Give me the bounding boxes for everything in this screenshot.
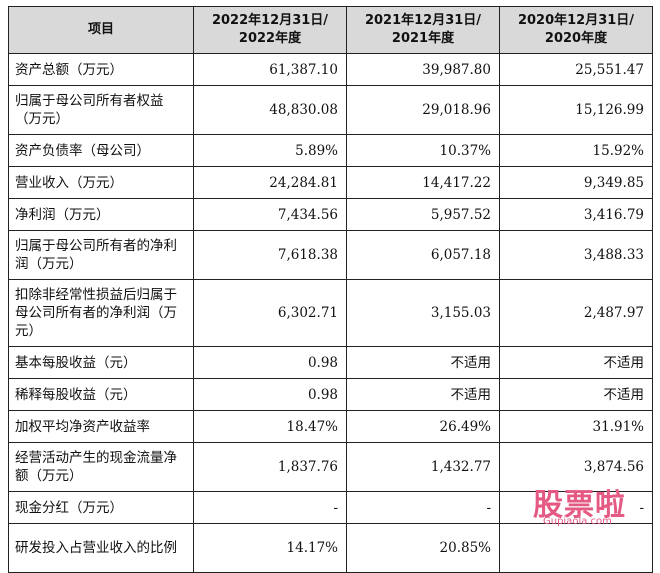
header-2020: 2020年12月31日/ 2020年度 [499, 6, 653, 54]
value-2020: 3,488.33 [499, 230, 653, 280]
value-2021: 不适用 [346, 378, 500, 411]
header-row: 项目 2022年12月31日/ 2022年度 2021年12月31日/ 2021… [8, 6, 653, 54]
value-2022: 18.47% [193, 410, 347, 443]
row-label: 现金分红（万元） [8, 491, 194, 524]
value-2021: 1,432.77 [346, 442, 500, 492]
row-label: 研发投入占营业收入的比例 [8, 523, 194, 573]
value-2020: 2,487.97 [499, 279, 653, 347]
value-2022: 24,284.81 [193, 166, 347, 199]
table-row: 现金分红（万元） - - - [8, 491, 653, 524]
value-2021: 5,957.52 [346, 198, 500, 231]
watermark: 股票啦 Gupiaola.com [533, 480, 657, 534]
row-label: 归属于母公司所有者权益（万元） [8, 85, 194, 135]
row-label: 资产总额（万元） [8, 53, 194, 86]
table-row: 资产负债率（母公司） 5.89% 10.37% 15.92% [8, 134, 653, 167]
table-row: 净利润（万元） 7,434.56 5,957.52 3,416.79 [8, 198, 653, 231]
value-2022: 14.17% [193, 523, 347, 573]
table-row: 经营活动产生的现金流量净额（万元） 1,837.76 1,432.77 3,87… [8, 442, 653, 492]
table-row: 归属于母公司所有者权益（万元） 48,830.08 29,018.96 15,1… [8, 85, 653, 135]
row-label: 归属于母公司所有者的净利润（万元） [8, 230, 194, 280]
value-2020: 15.92% [499, 134, 653, 167]
value-2020: 3,874.56 [499, 442, 653, 492]
table-row: 资产总额（万元） 61,387.10 39,987.80 25,551.47 [8, 53, 653, 86]
value-2021: 3,155.03 [346, 279, 500, 347]
value-2021: 10.37% [346, 134, 500, 167]
value-2020: 9,349.85 [499, 166, 653, 199]
row-label: 稀释每股收益（元） [8, 378, 194, 411]
row-label: 资产负债率（母公司） [8, 134, 194, 167]
value-2020: 不适用 [499, 346, 653, 379]
row-label: 基本每股收益（元） [8, 346, 194, 379]
value-2022: - [193, 491, 347, 524]
header-2022: 2022年12月31日/ 2022年度 [193, 6, 347, 54]
value-2022: 48,830.08 [193, 85, 347, 135]
value-2022: 5.89% [193, 134, 347, 167]
value-2021: 39,987.80 [346, 53, 500, 86]
value-2021: 26.49% [346, 410, 500, 443]
table-row: 扣除非经常性损益后归属于母公司所有者的净利润（万元） 6,302.71 3,15… [8, 279, 653, 347]
row-label: 经营活动产生的现金流量净额（万元） [8, 442, 194, 492]
value-2021: 6,057.18 [346, 230, 500, 280]
header-2021-text: 2021年12月31日/ 2021年度 [364, 13, 482, 46]
financial-summary-table: 项目 2022年12月31日/ 2022年度 2021年12月31日/ 2021… [8, 6, 653, 573]
row-label: 加权平均净资产收益率 [8, 410, 194, 443]
row-label: 净利润（万元） [8, 198, 194, 231]
header-item: 项目 [8, 6, 194, 54]
value-2021: 不适用 [346, 346, 500, 379]
value-2021: 29,018.96 [346, 85, 500, 135]
value-2022: 7,618.38 [193, 230, 347, 280]
header-2020-text: 2020年12月31日/ 2020年度 [517, 13, 635, 46]
row-label: 营业收入（万元） [8, 166, 194, 199]
value-2020: 31.91% [499, 410, 653, 443]
value-2022: 7,434.56 [193, 198, 347, 231]
value-2022: 0.98 [193, 378, 347, 411]
value-2020: 25,551.47 [499, 53, 653, 86]
value-2020: 3,416.79 [499, 198, 653, 231]
header-2021: 2021年12月31日/ 2021年度 [346, 6, 500, 54]
value-2022: 61,387.10 [193, 53, 347, 86]
header-2022-text: 2022年12月31日/ 2022年度 [211, 13, 329, 46]
watermark-logo: 股票啦 [533, 488, 626, 523]
value-2022: 1,837.76 [193, 442, 347, 492]
value-2022: 0.98 [193, 346, 347, 379]
value-2020: 15,126.99 [499, 85, 653, 135]
watermark-domain: Gupiaola.com [543, 516, 612, 527]
table-row: 营业收入（万元） 24,284.81 14,417.22 9,349.85 [8, 166, 653, 199]
table-row: 加权平均净资产收益率 18.47% 26.49% 31.91% [8, 410, 653, 443]
value-2021: 20.85% [346, 523, 500, 573]
row-label: 扣除非经常性损益后归属于母公司所有者的净利润（万元） [8, 279, 194, 347]
value-2021: 14,417.22 [346, 166, 500, 199]
table-row: 基本每股收益（元） 0.98 不适用 不适用 [8, 346, 653, 379]
value-2022: 6,302.71 [193, 279, 347, 347]
table-row: 稀释每股收益（元） 0.98 不适用 不适用 [8, 378, 653, 411]
table-row: 归属于母公司所有者的净利润（万元） 7,618.38 6,057.18 3,48… [8, 230, 653, 280]
value-2020: 不适用 [499, 378, 653, 411]
value-2021: - [346, 491, 500, 524]
header-item-text: 项目 [87, 22, 114, 37]
